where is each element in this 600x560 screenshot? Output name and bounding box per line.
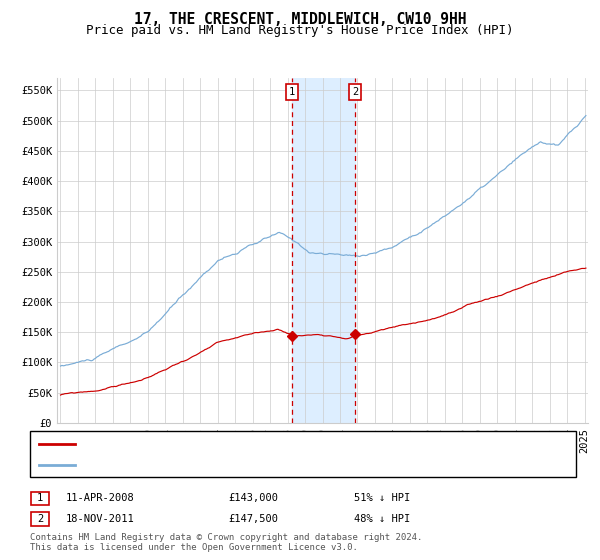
Text: 48% ↓ HPI: 48% ↓ HPI [354, 514, 410, 524]
Text: HPI: Average price, detached house, Cheshire East: HPI: Average price, detached house, Ches… [81, 460, 387, 470]
Text: 2: 2 [37, 514, 43, 524]
Bar [292, 78, 355, 423]
Text: 18-NOV-2011: 18-NOV-2011 [66, 514, 135, 524]
Text: Contains HM Land Registry data © Crown copyright and database right 2024.
This d: Contains HM Land Registry data © Crown c… [30, 533, 422, 552]
Text: 1: 1 [289, 87, 295, 97]
Text: 1: 1 [37, 493, 43, 503]
Text: £147,500: £147,500 [228, 514, 278, 524]
Text: 51% ↓ HPI: 51% ↓ HPI [354, 493, 410, 503]
Text: £143,000: £143,000 [228, 493, 278, 503]
Text: 17, THE CRESCENT, MIDDLEWICH, CW10 9HH (detached house): 17, THE CRESCENT, MIDDLEWICH, CW10 9HH (… [81, 439, 425, 449]
Text: 17, THE CRESCENT, MIDDLEWICH, CW10 9HH: 17, THE CRESCENT, MIDDLEWICH, CW10 9HH [134, 12, 466, 27]
Text: 2: 2 [352, 87, 358, 97]
Text: Price paid vs. HM Land Registry's House Price Index (HPI): Price paid vs. HM Land Registry's House … [86, 24, 514, 37]
Text: 11-APR-2008: 11-APR-2008 [66, 493, 135, 503]
